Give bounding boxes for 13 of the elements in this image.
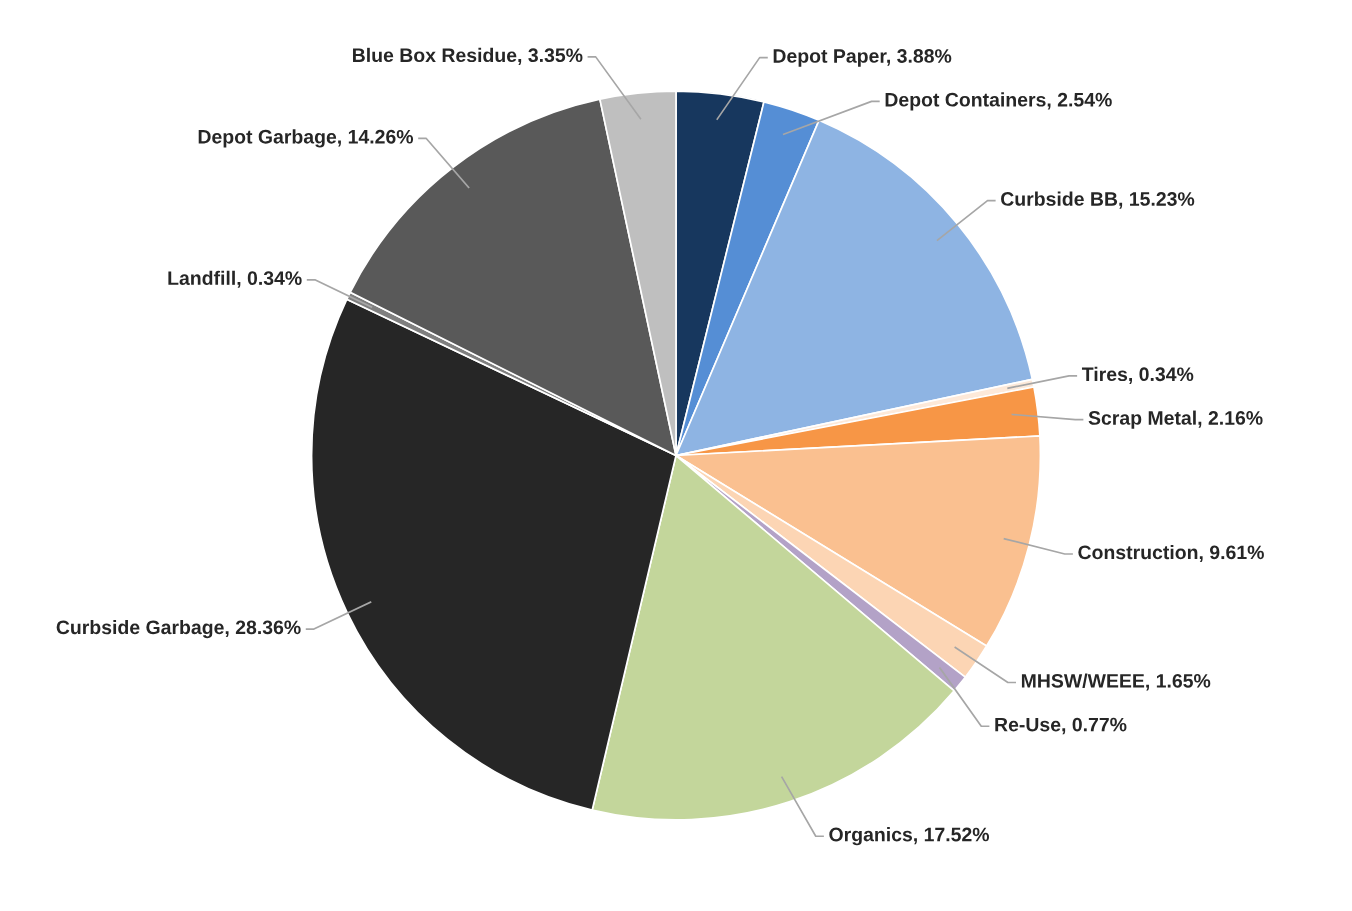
slice-label: Organics, 17.52%: [829, 827, 990, 846]
slice-label: Depot Garbage, 14.26%: [198, 129, 414, 148]
slice-label: Curbside Garbage, 28.36%: [56, 619, 301, 639]
slice-label: Landfill, 0.34%: [168, 270, 302, 288]
slice-label: MHSW/WEEE, 1.65%: [1021, 673, 1211, 691]
slice-label: Scrap Metal, 2.16%: [1088, 410, 1263, 429]
slice-label: Depot Containers, 2.54%: [885, 92, 1112, 111]
slice-label: Blue Box Residue, 3.35%: [353, 47, 583, 65]
slice-label: Depot Paper, 3.88%: [773, 49, 952, 67]
slice-label: Re-Use, 0.77%: [995, 717, 1127, 735]
slice-label: Curbside BB, 15.23%: [1001, 191, 1195, 209]
slice-label: Construction, 9.61%: [1078, 544, 1264, 563]
slice-label: Tires, 0.34%: [1081, 366, 1194, 384]
